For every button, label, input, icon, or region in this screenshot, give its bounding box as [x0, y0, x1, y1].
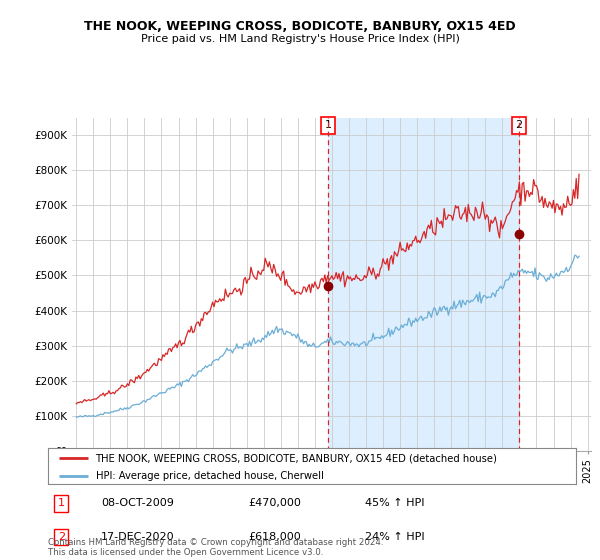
- Text: 2: 2: [515, 120, 522, 130]
- Text: 1: 1: [325, 120, 332, 130]
- Text: 45% ↑ HPI: 45% ↑ HPI: [365, 498, 424, 508]
- Text: HPI: Average price, detached house, Cherwell: HPI: Average price, detached house, Cher…: [95, 470, 323, 480]
- Text: THE NOOK, WEEPING CROSS, BODICOTE, BANBURY, OX15 4ED (detached house): THE NOOK, WEEPING CROSS, BODICOTE, BANBU…: [95, 453, 497, 463]
- Bar: [328, 118, 519, 451]
- Text: 1: 1: [58, 498, 65, 508]
- Text: THE NOOK, WEEPING CROSS, BODICOTE, BANBURY, OX15 4ED: THE NOOK, WEEPING CROSS, BODICOTE, BANBU…: [84, 20, 516, 32]
- Text: 08-OCT-2009: 08-OCT-2009: [101, 498, 173, 508]
- Text: 2: 2: [58, 532, 65, 542]
- Text: 17-DEC-2020: 17-DEC-2020: [101, 532, 175, 542]
- Text: £618,000: £618,000: [248, 532, 301, 542]
- Text: Price paid vs. HM Land Registry's House Price Index (HPI): Price paid vs. HM Land Registry's House …: [140, 34, 460, 44]
- Text: Contains HM Land Registry data © Crown copyright and database right 2024.
This d: Contains HM Land Registry data © Crown c…: [48, 538, 383, 557]
- Text: £470,000: £470,000: [248, 498, 302, 508]
- Text: 24% ↑ HPI: 24% ↑ HPI: [365, 532, 424, 542]
